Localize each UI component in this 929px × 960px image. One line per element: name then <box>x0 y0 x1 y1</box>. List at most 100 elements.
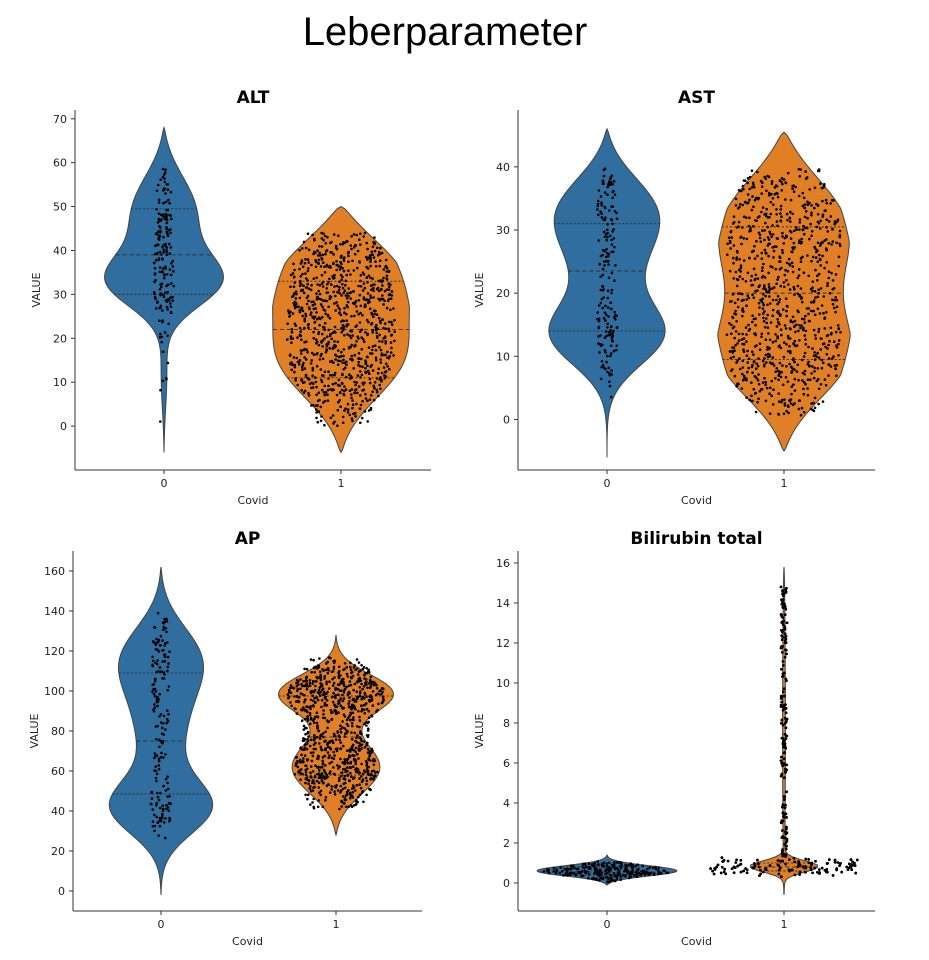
swarm-point <box>809 378 812 382</box>
swarm-point <box>821 199 824 203</box>
swarm-point <box>742 350 746 354</box>
swarm-point <box>793 360 796 364</box>
swarm-point <box>813 396 817 400</box>
swarm-point <box>596 202 600 206</box>
swarm-point <box>831 288 834 291</box>
swarm-point <box>785 825 788 829</box>
swarm-point <box>796 276 800 280</box>
swarm-point <box>760 251 764 255</box>
swarm-point <box>165 246 169 249</box>
swarm-point <box>357 363 360 367</box>
swarm-point <box>608 330 611 334</box>
y-tick-label: 8 <box>503 717 510 730</box>
swarm-point <box>800 358 804 362</box>
swarm-point <box>760 185 764 188</box>
swarm-point <box>781 849 784 853</box>
swarm-point <box>831 874 835 877</box>
swarm-point <box>782 739 786 742</box>
swarm-point <box>295 684 299 688</box>
swarm-point <box>798 239 801 242</box>
swarm-point <box>318 316 321 320</box>
swarm-point <box>559 866 562 869</box>
swarm-point <box>169 246 173 249</box>
swarm-point <box>731 326 735 330</box>
swarm-point <box>821 241 824 244</box>
swarm-point <box>341 286 345 290</box>
swarm-point <box>341 361 345 365</box>
swarm-point <box>757 862 760 866</box>
swarm-point <box>786 350 790 353</box>
swarm-point <box>303 717 307 721</box>
swarm-point <box>366 747 370 751</box>
swarm-point <box>364 366 367 370</box>
swarm-point <box>162 622 166 625</box>
swarm-point <box>548 871 551 875</box>
swarm-point <box>151 820 155 823</box>
swarm-point <box>734 330 738 333</box>
swarm-point <box>607 366 610 370</box>
swarm-point <box>816 377 820 381</box>
swarm-point <box>763 248 767 252</box>
swarm-point <box>771 246 775 249</box>
swarm-point <box>307 391 310 395</box>
swarm-point <box>368 678 372 682</box>
swarm-point <box>304 258 307 261</box>
swarm-point <box>786 380 790 384</box>
swarm-point <box>311 682 315 685</box>
swarm-point <box>741 277 745 281</box>
swarm-point <box>356 673 360 676</box>
swarm-point <box>303 262 307 265</box>
swarm-point <box>331 382 335 386</box>
swarm-point <box>788 262 791 266</box>
swarm-point <box>304 698 307 701</box>
swarm-point <box>802 196 806 200</box>
swarm-point <box>305 667 309 671</box>
swarm-point <box>758 233 762 237</box>
swarm-point <box>165 218 169 222</box>
swarm-point <box>157 767 161 771</box>
swarm-point <box>774 184 778 187</box>
swarm-point <box>360 328 364 332</box>
swarm-point <box>376 770 379 774</box>
swarm-point <box>166 795 169 798</box>
swarm-point <box>165 208 168 212</box>
swarm-point <box>305 705 308 708</box>
swarm-point <box>315 408 318 411</box>
swarm-point <box>302 728 306 731</box>
swarm-point <box>785 844 788 848</box>
swarm-point <box>160 335 164 339</box>
swarm-point <box>327 687 331 690</box>
swarm-point <box>798 324 801 327</box>
swarm-point <box>825 353 829 356</box>
swarm-point <box>292 285 296 289</box>
swarm-point <box>791 187 794 190</box>
swarm-point <box>742 342 746 346</box>
swarm-point <box>366 769 370 773</box>
swarm-point <box>764 212 768 216</box>
swarm-point <box>154 661 157 665</box>
swarm-point <box>382 276 385 280</box>
swarm-point <box>778 344 781 348</box>
swarm-point <box>313 320 317 324</box>
swarm-point <box>305 302 309 306</box>
swarm-point <box>736 305 740 309</box>
swarm-point <box>380 379 383 383</box>
swarm-point <box>825 334 829 338</box>
swarm-point <box>377 394 380 398</box>
swarm-point <box>330 711 333 715</box>
swarm-point <box>167 819 171 823</box>
swarm-point <box>734 861 738 864</box>
swarm-point <box>802 381 806 384</box>
swarm-point <box>817 356 821 360</box>
swarm-point <box>160 253 163 256</box>
swarm-point <box>158 270 162 274</box>
swarm-point <box>596 870 599 873</box>
swarm-point <box>600 297 604 301</box>
swarm-point <box>758 306 761 309</box>
swarm-point <box>766 225 769 229</box>
swarm-point <box>303 319 307 323</box>
swarm-point <box>166 665 170 669</box>
swarm-point <box>309 722 312 726</box>
swarm-point <box>166 655 170 659</box>
swarm-point <box>353 411 357 415</box>
